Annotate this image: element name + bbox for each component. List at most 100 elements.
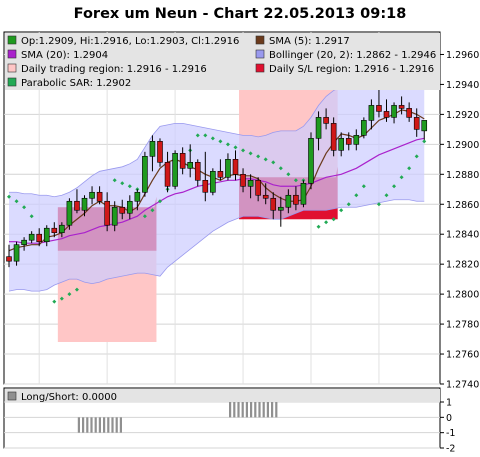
candle-body	[353, 135, 360, 145]
candle-body	[6, 256, 12, 262]
legend-label: Bollinger (20, 2): 1.2862 - 1.2946	[269, 50, 436, 61]
sar-point	[324, 220, 329, 225]
longshort-bar	[94, 417, 97, 433]
price-panel: Op:1.2909, Hi:1.2916, Lo:1.2903, Cl:1.29…	[3, 31, 479, 391]
candle-body	[391, 105, 397, 118]
candle-body	[330, 123, 337, 151]
candle-body	[172, 153, 178, 187]
longshort-axis: 1 0 -1 -2	[440, 398, 455, 455]
sar-point	[248, 151, 253, 156]
sar-point	[7, 194, 11, 199]
candle-body	[308, 138, 314, 184]
longshort-bar	[115, 417, 118, 433]
candle-body	[277, 206, 284, 211]
legend-swatch	[7, 77, 17, 87]
longshort-bar	[111, 417, 114, 433]
candle-body	[376, 105, 382, 112]
candle-body	[270, 197, 277, 211]
longshort-legend: Long/Short: 0.0000	[5, 389, 440, 403]
longshort-bar	[77, 417, 80, 433]
sar-point	[361, 184, 366, 189]
longshort-bar	[245, 402, 248, 418]
price-legend: Op:1.2909, Hi:1.2916, Lo:1.2903, Cl:1.29…	[5, 33, 440, 90]
y-tick-label: 1.2760	[446, 350, 479, 361]
longshort-bar	[266, 402, 269, 418]
sar-point	[29, 214, 34, 219]
sar-point	[376, 202, 381, 207]
longshort-bar	[82, 417, 85, 433]
candle-body	[406, 108, 412, 118]
sar-point	[339, 208, 344, 213]
candles	[6, 87, 428, 268]
legend-label: Long/Short: 0.0000	[21, 392, 117, 403]
y-tick-label: 1.2840	[446, 230, 479, 241]
sar-point	[422, 139, 427, 144]
longshort-bar	[86, 417, 89, 433]
y-tick-label: 0	[446, 413, 452, 424]
longshort-bar	[254, 402, 257, 418]
sar-point	[241, 148, 246, 153]
sar-point	[392, 184, 397, 189]
bollinger-lower-line	[8, 199, 425, 292]
candle-body	[89, 191, 95, 199]
legend-label: Daily S/L region: 1.2916 - 1.2916	[269, 64, 434, 75]
sar-point	[414, 154, 419, 159]
y-tick-label: -1	[446, 428, 455, 439]
longshort-bar	[250, 402, 253, 418]
candle-body	[368, 105, 375, 121]
candle-body	[111, 206, 118, 226]
legend-swatch	[7, 63, 17, 73]
candle-body	[51, 227, 58, 234]
sar-point	[22, 205, 27, 210]
candle-body	[293, 194, 299, 205]
sar-point	[210, 136, 215, 141]
longshort-bar	[271, 402, 274, 418]
sar-point	[384, 193, 389, 198]
candle-body	[149, 141, 156, 157]
longshort-bar	[233, 402, 236, 418]
candle-body	[361, 120, 367, 136]
sar-point	[256, 154, 261, 159]
candle-body	[421, 120, 428, 132]
candle-body	[285, 194, 292, 208]
candle-body	[96, 191, 103, 202]
legend-label: Daily trading region: 1.2916 - 1.2916	[21, 64, 207, 75]
candle-body	[232, 159, 239, 175]
candle-body	[81, 197, 88, 211]
sar-point	[346, 202, 351, 207]
y-tick-label: 1.2740	[446, 380, 479, 391]
legend-label: SMA (20): 1.2904	[21, 50, 108, 61]
y-tick-label: 1	[446, 398, 452, 409]
candle-body	[202, 179, 209, 193]
sar-point	[112, 178, 117, 183]
sar-point	[278, 166, 283, 171]
sar-point	[293, 178, 298, 183]
candle-body	[43, 227, 50, 243]
candle-body	[66, 200, 73, 226]
legend-swatch	[255, 35, 265, 45]
sar-point	[218, 139, 223, 144]
longshort-bars	[77, 402, 278, 433]
candle-body	[398, 105, 405, 109]
candle-body	[413, 117, 420, 130]
longshort-bar	[107, 417, 110, 433]
y-tick-label: 1.2920	[446, 110, 479, 121]
longshort-bar	[229, 402, 232, 418]
candle-body	[13, 244, 20, 262]
sar-point	[74, 287, 79, 292]
sar-point	[150, 208, 155, 213]
sar-point	[158, 199, 162, 204]
sar-point	[286, 172, 291, 177]
price-legend-background	[5, 33, 440, 90]
candle-body	[323, 117, 329, 124]
longshort-bar	[90, 417, 93, 433]
candle-body	[187, 162, 193, 169]
sar-point	[331, 217, 336, 222]
y-tick-label: 1.2780	[446, 320, 479, 331]
candle-body	[104, 200, 110, 226]
legend-label: Op:1.2909, Hi:1.2916, Lo:1.2903, Cl:1.29…	[21, 36, 239, 47]
y-tick-label: 1.2880	[446, 170, 479, 181]
longshort-bar	[237, 402, 240, 418]
sar-point	[195, 133, 200, 138]
candle-body	[255, 179, 261, 196]
